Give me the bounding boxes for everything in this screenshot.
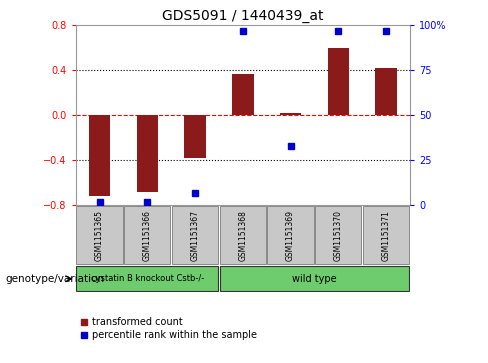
Text: wild type: wild type bbox=[292, 274, 337, 284]
Text: GSM1151365: GSM1151365 bbox=[95, 210, 104, 261]
Text: cystatin B knockout Cstb-/-: cystatin B knockout Cstb-/- bbox=[91, 274, 204, 283]
Bar bbox=[89, 115, 110, 196]
Bar bbox=[220, 206, 266, 264]
Bar bbox=[76, 206, 122, 264]
Text: GSM1151368: GSM1151368 bbox=[238, 210, 247, 261]
Text: GSM1151371: GSM1151371 bbox=[382, 210, 390, 261]
Text: GSM1151367: GSM1151367 bbox=[190, 210, 200, 261]
Bar bbox=[76, 266, 218, 291]
Bar bbox=[315, 206, 362, 264]
Bar bbox=[363, 206, 409, 264]
Bar bbox=[124, 206, 170, 264]
Bar bbox=[267, 206, 314, 264]
Bar bbox=[375, 68, 397, 115]
Bar bbox=[327, 48, 349, 115]
Text: genotype/variation: genotype/variation bbox=[5, 274, 104, 284]
Bar bbox=[184, 115, 206, 158]
Text: GSM1151370: GSM1151370 bbox=[334, 210, 343, 261]
Legend: transformed count, percentile rank within the sample: transformed count, percentile rank withi… bbox=[81, 317, 257, 340]
Text: GSM1151369: GSM1151369 bbox=[286, 210, 295, 261]
Bar bbox=[220, 266, 409, 291]
Title: GDS5091 / 1440439_at: GDS5091 / 1440439_at bbox=[162, 9, 324, 23]
Text: GSM1151366: GSM1151366 bbox=[143, 210, 152, 261]
Bar bbox=[232, 74, 254, 115]
Bar bbox=[137, 115, 158, 192]
Bar bbox=[172, 206, 218, 264]
Bar bbox=[280, 113, 301, 115]
